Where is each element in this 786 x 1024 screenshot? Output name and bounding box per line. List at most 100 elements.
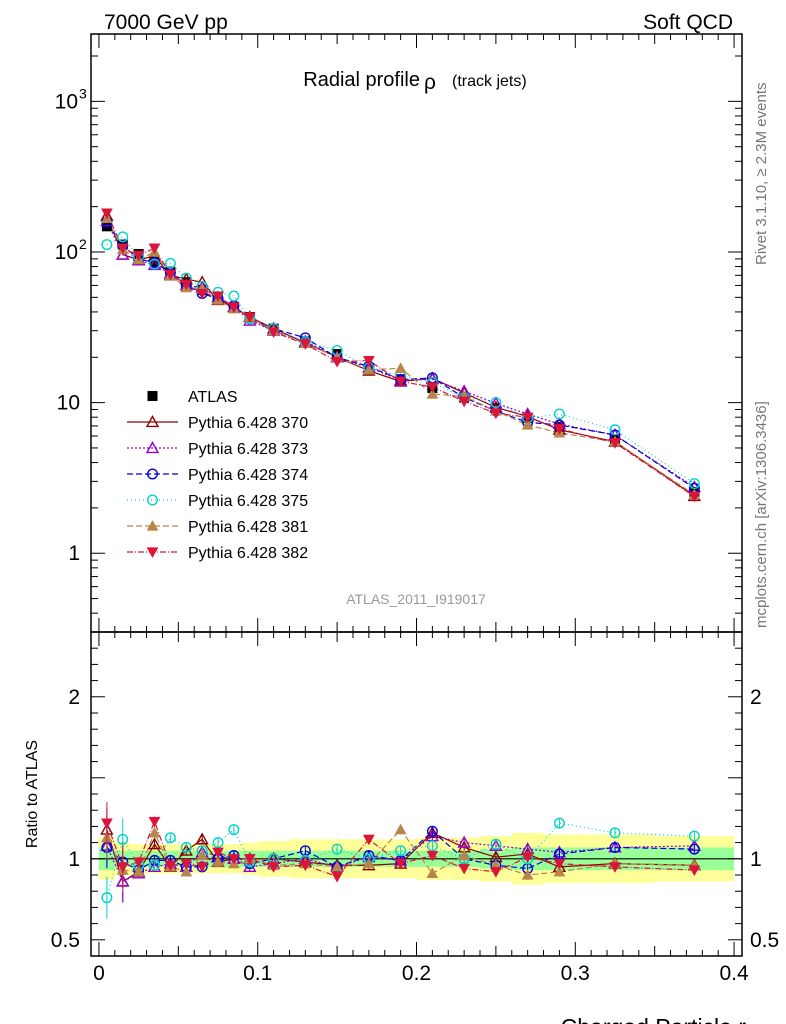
data-point [196,849,209,861]
series-line [106,218,695,496]
data-point [148,816,161,828]
y-tick-label: 10 [57,392,80,415]
main-panel-content [100,208,702,503]
ratio-y-tick-label: 2 [68,686,80,709]
legend-item: Pythia 6.428 374 [127,467,308,484]
data-point [521,868,534,880]
legend-item: Pythia 6.428 382 [127,545,308,562]
data-point [100,208,113,220]
x-axis-label: Charged Particle r [561,1014,747,1024]
data-point [132,865,145,877]
data-point [212,291,224,303]
data-point [212,847,224,859]
data-point [212,837,224,849]
legend-label: Pythia 6.428 370 [188,415,308,432]
legend-item: Pythia 6.428 370 [127,415,308,432]
data-point [609,827,621,839]
data-point [458,396,471,408]
series-line [106,819,695,878]
data-point [688,865,701,877]
series-line [106,221,695,489]
data-point [553,859,566,870]
data-point [426,825,438,837]
analysis-watermark: ATLAS_2011_I919017 [346,591,486,607]
data-point [553,424,566,435]
main-panel-frame [90,33,743,633]
data-point [196,862,209,873]
series-line [106,220,695,488]
y-tick-label: 1 [68,542,80,565]
legend-marker [146,519,159,531]
data-point [149,258,161,270]
legend-item: Pythia 6.428 381 [127,519,308,536]
series-line [106,835,695,883]
data-point [457,835,471,848]
data-point [609,862,621,873]
ratio-y-tick-label-right: 2 [750,686,762,709]
data-point [362,857,375,869]
data-point [299,339,312,351]
data-point [362,834,375,846]
data-point [149,256,160,267]
data-point [331,871,344,883]
data-point [362,355,375,367]
series-line [106,829,695,883]
data-point [426,850,439,862]
data-point [331,860,344,872]
legend-label: Pythia 6.428 375 [188,493,308,510]
legend-marker [145,415,160,428]
data-point [267,327,280,339]
data-point [553,848,565,860]
data-point [147,859,162,872]
data-point [164,257,176,269]
data-point [489,408,502,420]
data-point [331,357,344,368]
data-point [196,288,209,300]
legend-marker [146,494,158,506]
data-point [521,412,534,424]
data-point [101,239,113,251]
ratio-y-tick-label: 1 [68,848,80,871]
header-right: Soft QCD [643,11,733,34]
data-point [426,382,439,393]
chart-title-main: Radial profile [303,69,420,91]
data-point [609,841,621,853]
data-point [132,250,145,262]
data-point [195,832,209,845]
data-point [609,424,621,436]
data-point [426,867,439,879]
series-line [106,828,695,876]
ratio-panel-content [91,802,742,919]
data-point [228,290,240,302]
data-point [243,312,256,324]
x-tick-label: 0.4 [719,962,749,985]
ratio-y-tick-label-right: 1 [750,848,762,871]
chart-title: Radial profile ρ (track jets) [303,69,526,94]
ratio-y-axis-label: Ratio to ATLAS [24,740,41,848]
data-point [489,838,503,851]
data-point [331,843,343,855]
legend-item: Pythia 6.428 375 [127,493,308,510]
series-line [106,830,695,871]
data-point [490,838,502,850]
data-point [243,854,256,865]
ratio-y-tick-label-right: 0.5 [750,929,779,952]
data-point [179,843,193,856]
legend-label: Pythia 6.428 382 [188,545,308,562]
data-point [553,408,565,420]
data-point [148,243,161,255]
legend-label: ATLAS [188,389,238,406]
legend: ATLAS Pythia 6.428 370 Pythia 6.428 373 Pyt… [127,389,308,562]
data-point [180,841,192,853]
data-point [132,857,145,869]
data-point [164,832,176,844]
data-point [164,860,177,872]
x-tick-label: 0.1 [243,962,272,985]
data-point [553,865,566,877]
data-point [688,491,701,503]
y-tick-label-exponent: 3 [79,85,87,101]
data-point [394,376,407,388]
data-point [553,817,565,829]
